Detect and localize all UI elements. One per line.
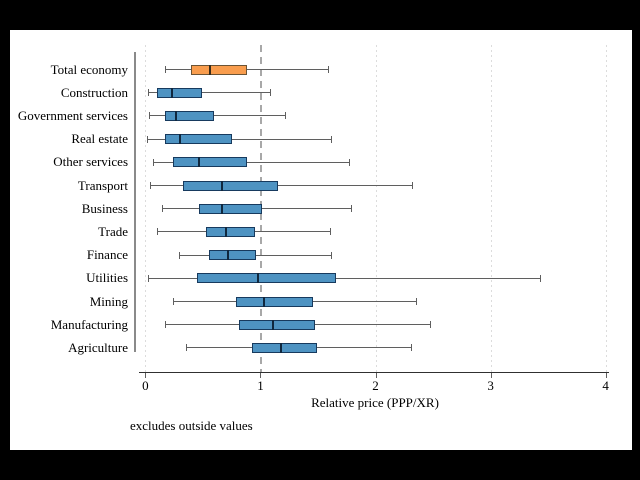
- whisker-utilities: [147, 277, 541, 279]
- lower-whisker-cap-government-services: [148, 112, 150, 120]
- median-business: [221, 203, 224, 214]
- median-trade: [224, 226, 227, 237]
- x-tick-0: [145, 372, 147, 378]
- upper-whisker-cap-mining: [415, 298, 417, 305]
- upper-whisker-cap-total-economy: [328, 66, 330, 73]
- x-tick-2: [375, 372, 377, 378]
- lower-whisker-cap-utilities: [147, 274, 149, 282]
- box-utilities: [197, 273, 337, 284]
- lower-whisker-cap-agriculture: [185, 344, 187, 352]
- upper-whisker-cap-construction: [269, 89, 271, 97]
- x-tick-label-4: 4: [602, 377, 609, 393]
- lower-whisker-cap-real-estate: [146, 135, 148, 143]
- box-business: [199, 203, 262, 214]
- median-finance: [227, 250, 230, 261]
- gridline-x-2: [375, 45, 377, 372]
- median-agriculture: [280, 342, 283, 353]
- lower-whisker-cap-manufacturing: [164, 321, 166, 329]
- x-tick-3: [490, 372, 492, 378]
- whisker-real-estate: [146, 138, 331, 140]
- category-label-other-services: Other services: [53, 154, 128, 170]
- upper-whisker-cap-transport: [412, 182, 414, 189]
- upper-whisker-cap-utilities: [540, 274, 542, 282]
- lower-whisker-cap-mining: [173, 298, 175, 305]
- category-label-construction: Construction: [60, 84, 128, 100]
- lower-whisker-cap-business: [161, 205, 163, 213]
- median-construction: [170, 87, 173, 98]
- category-label-business: Business: [81, 200, 128, 216]
- category-label-trade: Trade: [98, 223, 128, 239]
- category-label-transport: Transport: [77, 177, 128, 193]
- median-other-services: [198, 157, 201, 168]
- x-tick-label-0: 0: [142, 377, 149, 393]
- box-manufacturing: [238, 319, 315, 330]
- y-axis-line: [134, 52, 136, 352]
- chart-panel: Relative price (PPP/XR) excludes outside…: [10, 30, 632, 450]
- upper-whisker-cap-finance: [330, 251, 332, 259]
- x-axis-line: [139, 371, 609, 373]
- lower-whisker-cap-construction: [147, 89, 149, 97]
- lower-whisker-cap-finance: [178, 251, 180, 259]
- box-total-economy: [191, 64, 247, 75]
- boxplot-chart: Relative price (PPP/XR) excludes outside…: [10, 30, 632, 450]
- box-real-estate: [164, 134, 232, 145]
- upper-whisker-cap-manufacturing: [429, 321, 431, 329]
- upper-whisker-cap-agriculture: [411, 344, 413, 352]
- gridline-x-3: [490, 45, 492, 372]
- median-transport: [221, 180, 224, 191]
- gridline-x-4: [605, 45, 607, 372]
- box-construction: [156, 87, 202, 98]
- box-trade: [206, 226, 255, 237]
- lower-whisker-cap-trade: [156, 228, 158, 236]
- lower-whisker-cap-total-economy: [164, 66, 166, 73]
- chart-footnote: excludes outside values: [130, 418, 253, 433]
- category-label-mining: Mining: [89, 293, 128, 309]
- whisker-transport: [150, 185, 413, 186]
- category-label-government-services: Government services: [17, 107, 128, 123]
- lower-whisker-cap-transport: [150, 182, 151, 189]
- category-label-manufacturing: Manufacturing: [50, 316, 128, 332]
- median-mining: [262, 296, 265, 307]
- whisker-government-services: [148, 115, 285, 117]
- median-utilities: [257, 273, 260, 284]
- whisker-total-economy: [164, 69, 329, 70]
- upper-whisker-cap-real-estate: [330, 135, 332, 143]
- box-agriculture: [252, 342, 317, 353]
- upper-whisker-cap-government-services: [284, 112, 286, 120]
- x-tick-1: [260, 372, 262, 378]
- category-label-agriculture: Agriculture: [68, 339, 128, 355]
- box-finance: [208, 250, 256, 261]
- upper-whisker-cap-business: [351, 205, 353, 213]
- gridline-x-0: [145, 45, 147, 372]
- category-label-utilities: Utilities: [86, 270, 128, 286]
- median-government-services: [175, 110, 178, 121]
- box-other-services: [173, 157, 247, 168]
- x-tick-label-2: 2: [372, 377, 379, 393]
- category-label-finance: Finance: [86, 247, 128, 263]
- median-total-economy: [208, 64, 211, 75]
- upper-whisker-cap-other-services: [349, 158, 351, 166]
- upper-whisker-cap-trade: [329, 228, 331, 236]
- lower-whisker-cap-other-services: [153, 158, 155, 166]
- x-axis-title: Relative price (PPP/XR): [311, 395, 439, 410]
- whisker-other-services: [153, 161, 350, 163]
- whisker-construction: [147, 92, 270, 94]
- category-label-real-estate: Real estate: [71, 131, 128, 147]
- x-tick-label-3: 3: [487, 377, 494, 393]
- x-tick-4: [605, 372, 607, 378]
- box-mining: [236, 296, 314, 307]
- median-manufacturing: [272, 319, 275, 330]
- box-transport: [183, 180, 278, 191]
- category-label-total-economy: Total economy: [50, 61, 128, 77]
- x-tick-label-1: 1: [257, 377, 264, 393]
- box-government-services: [164, 110, 215, 121]
- median-real-estate: [178, 134, 181, 145]
